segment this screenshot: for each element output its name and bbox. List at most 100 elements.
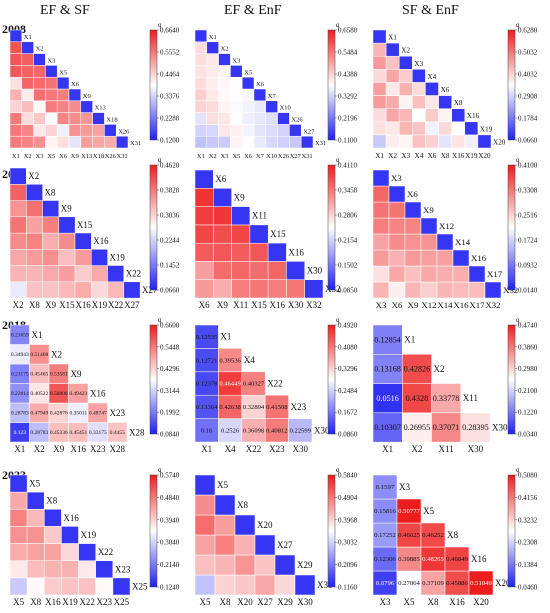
column-title-ef-enf: EF & EnF <box>224 3 282 18</box>
heatmap-cell <box>425 95 439 109</box>
heatmap-cell <box>9 543 28 561</box>
colorbar-tick-label: 0.2196 <box>338 115 358 123</box>
heatmap-cell <box>241 100 255 113</box>
cell-value-label: 0.48747 <box>89 411 107 417</box>
x-tick-label: X31 <box>116 153 127 160</box>
colorbar-tick-label: 0.1452 <box>160 262 180 270</box>
y-tick-label: X27 <box>277 540 293 550</box>
heatmap-cell <box>372 281 390 299</box>
heatmap-cell <box>398 82 413 96</box>
heatmap-cell <box>254 574 276 596</box>
heatmap-cell <box>206 53 219 66</box>
heatmap-cell <box>26 232 43 250</box>
heatmap-cell <box>404 281 422 299</box>
colorbar-tick-label: 0.3032 <box>338 539 358 547</box>
y-tick-label: X2 <box>434 364 445 374</box>
cell-value-label: 0.27064 <box>398 580 420 587</box>
y-tick-label: X31 <box>130 140 141 147</box>
y-tick-label: X18 <box>106 117 117 124</box>
heatmap-cell <box>194 100 208 113</box>
x-tick-label: X32 <box>306 300 322 310</box>
heatmap-cell <box>234 554 256 576</box>
colorbar <box>507 474 516 588</box>
heatmap-cell <box>33 124 46 137</box>
cell-value-label: 0.46449 <box>219 381 241 388</box>
x-tick-label: X16 <box>45 597 61 607</box>
x-tick-label: X2 <box>34 444 45 454</box>
colorbar-label: q <box>158 316 162 324</box>
heatmap-cell <box>194 76 208 90</box>
colorbar-tick-label: 0.4904 <box>338 494 358 502</box>
y-tick-label: X2 <box>36 46 44 53</box>
heatmap-cell <box>21 41 34 54</box>
colorbar-tick-label: 0.5032 <box>518 49 538 57</box>
heatmap-cell <box>26 200 43 218</box>
cell-value-label: 0.33175 <box>89 430 107 436</box>
heatmap-cell <box>289 135 302 149</box>
heatmap-cell <box>438 134 452 149</box>
heatmap-cell <box>26 491 45 510</box>
heatmap-cell <box>26 265 43 283</box>
heatmap-cell <box>9 41 23 54</box>
heatmap-cell <box>206 65 219 78</box>
heatmap-cell <box>61 526 79 544</box>
cell-value-label: 0.42878 <box>50 411 68 417</box>
cell-value-label: 0.47949 <box>30 411 48 417</box>
x-tick-label: X16 <box>449 597 465 607</box>
heatmap-cell <box>9 474 28 493</box>
heatmap-cell <box>436 249 454 267</box>
y-tick-label: X5 <box>29 479 40 489</box>
cell-value-label: 0.49423 <box>69 391 87 397</box>
x-tick-label: X8 <box>29 300 40 310</box>
cell-value-label: 0.42826 <box>404 365 431 374</box>
y-tick-label: X17 <box>487 269 503 279</box>
cell-value-label: 0.58806 <box>50 391 68 397</box>
heatmap-cell <box>372 412 403 443</box>
x-tick-label: X19 <box>62 597 78 607</box>
heatmap-cell <box>80 135 93 149</box>
column-title-sf-enf: SF & EnF <box>402 3 459 18</box>
heatmap-cell <box>241 112 255 125</box>
y-tick-label: X16 <box>90 388 106 398</box>
heatmap-cell <box>420 233 438 251</box>
heatmap-cell <box>372 383 403 414</box>
heatmap-cell <box>194 261 214 280</box>
colorbar-tick-label: 0.1502 <box>338 262 358 270</box>
y-tick-label: X26 <box>291 117 303 124</box>
heatmap-cell <box>231 242 251 262</box>
colorbar-tick-label: 0.4156 <box>518 494 538 502</box>
x-tick-label: X6 <box>428 152 437 160</box>
heatmap-cell <box>9 491 28 510</box>
y-tick-label: X6 <box>71 81 80 88</box>
y-tick-label: X8 <box>46 496 57 506</box>
colorbar-tick-label: 0.3292 <box>338 93 358 101</box>
colorbar-tick-label: 0.0850 <box>338 287 358 295</box>
heatmap-cell <box>372 42 387 57</box>
cell-value-label: 0.12854 <box>374 335 401 344</box>
colorbar-tick-label: 0.5484 <box>338 49 358 57</box>
heatmap-cell <box>264 394 289 419</box>
heatmap-cell <box>218 348 243 373</box>
heatmap-cell <box>402 354 432 384</box>
heatmap-cell <box>431 383 462 414</box>
heatmap-cell <box>9 577 28 596</box>
heatmap-cell <box>425 134 439 149</box>
heatmap-cell <box>80 100 93 113</box>
heatmap-cell <box>249 242 269 262</box>
heatmap-cell <box>213 206 232 226</box>
y-tick-label: X8 <box>447 530 458 540</box>
heatmap-cell <box>194 53 208 66</box>
x-tick-label: X16 <box>270 300 286 310</box>
heatmap-cell <box>267 261 287 280</box>
y-tick-label: X1 <box>388 34 397 42</box>
y-tick-label: X9 <box>61 204 72 214</box>
heatmap-cell <box>404 201 422 219</box>
heatmap-cell <box>420 217 438 235</box>
heatmap-cell <box>372 546 398 572</box>
y-tick-label: X1 <box>220 332 231 342</box>
heatmap-cell <box>372 249 390 267</box>
cell-value-label: 0.46252 <box>422 532 444 539</box>
colorbar-label: q <box>516 466 520 474</box>
heatmap-cell <box>45 124 58 137</box>
heatmap-cell <box>194 324 219 349</box>
